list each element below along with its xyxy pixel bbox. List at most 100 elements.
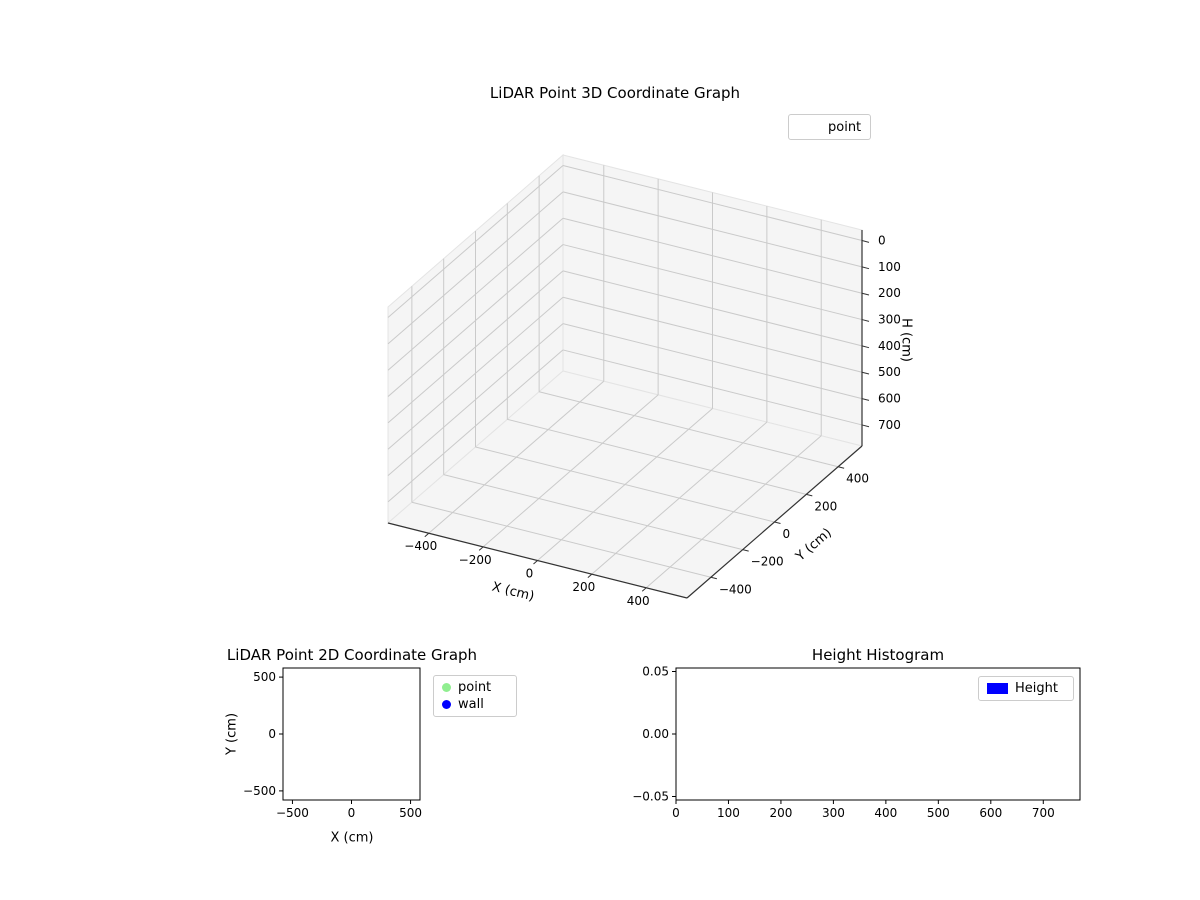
histogram-title: Height Histogram [811, 646, 945, 664]
grid-line [387, 244, 564, 397]
tick-label: 500 [927, 806, 950, 820]
grid-line [562, 165, 863, 242]
histogram-legend: Height [978, 676, 1074, 701]
tick-mark [861, 371, 870, 375]
tick-label: 0 [268, 727, 276, 741]
tick-label: 0 [878, 234, 886, 248]
tick-mark [774, 521, 781, 524]
tick-label: 200 [814, 499, 837, 513]
tick-label: 0.00 [642, 727, 669, 741]
grid-line [562, 217, 863, 294]
legend-label: point [458, 680, 492, 695]
tick-label: 0 [348, 806, 356, 820]
tick-label: 0 [526, 567, 534, 581]
tick-mark [861, 266, 870, 270]
tick-label: 400 [627, 594, 650, 608]
tick-mark [861, 398, 870, 401]
tick-label: −200 [459, 553, 492, 567]
tick-label: 500 [878, 365, 901, 379]
tick-label: 500 [399, 806, 422, 820]
tick-label: 200 [769, 806, 792, 820]
3d-h-axis-label: H (cm) [898, 318, 914, 362]
tick-label: −200 [751, 555, 784, 569]
tick-label: 100 [878, 260, 901, 274]
grid-line [562, 191, 863, 268]
tick-label: 400 [878, 339, 901, 353]
grid-line [562, 244, 863, 321]
3d-plot-title: LiDAR Point 3D Coordinate Graph [489, 84, 741, 102]
legend-entry: wall [442, 696, 508, 713]
grid-line [387, 191, 564, 345]
grid-line [539, 391, 839, 468]
grid-line [387, 217, 564, 371]
tick-mark [861, 319, 870, 322]
tick-label: 200 [878, 286, 901, 300]
tick-mark [424, 532, 430, 538]
tick-label: −400 [404, 539, 437, 553]
tick-mark [710, 576, 717, 580]
tick-label: −500 [243, 784, 276, 798]
2d-plot-title: LiDAR Point 2D Coordinate Graph [226, 646, 478, 664]
legend-patch-icon [987, 683, 1008, 694]
legend-dot-icon [442, 700, 451, 709]
tick-label: 700 [878, 418, 901, 432]
plot-frame [282, 667, 421, 801]
tick-label: 600 [878, 392, 901, 406]
tick-mark [742, 549, 749, 552]
tick-label: 100 [717, 806, 740, 820]
legend-entry: point [797, 118, 862, 136]
2d-axes: −500 0 500 −500 0 500 [243, 667, 422, 820]
grid-line [562, 270, 863, 347]
grid-line [387, 296, 564, 450]
tick-mark [587, 573, 593, 579]
grid-line [387, 165, 564, 318]
tick-label: −400 [719, 582, 752, 596]
grid-line [411, 501, 711, 578]
grid-line [562, 349, 863, 426]
legend-label: point [828, 119, 862, 135]
tick-label: 0 [672, 806, 680, 820]
tick-mark [838, 466, 845, 469]
legend-entry: Height [987, 680, 1065, 697]
grid-line [387, 349, 564, 503]
2d-legend: point wall [433, 675, 517, 717]
grid-line [387, 323, 564, 476]
grid-line [387, 270, 564, 424]
2d-x-axis-label: X (cm) [330, 830, 374, 846]
tick-mark [861, 292, 870, 296]
tick-label: 500 [253, 670, 276, 684]
tick-label: 600 [979, 806, 1002, 820]
tick-mark [861, 424, 870, 428]
tick-mark [533, 560, 538, 565]
tick-label: 400 [846, 472, 869, 486]
tick-label: 0.05 [642, 665, 669, 679]
tick-mark [806, 493, 813, 497]
tick-label: 700 [1032, 806, 1055, 820]
grid-line [475, 446, 775, 523]
tick-mark [641, 587, 647, 592]
tick-mark [861, 240, 870, 243]
tick-mark [478, 546, 484, 551]
tick-label: 400 [874, 806, 897, 820]
2d-y-axis-label: Y (cm) [224, 712, 240, 756]
legend-dot-icon [442, 683, 451, 692]
legend-entry: point [442, 679, 508, 696]
tick-label: 200 [572, 580, 595, 594]
legend-label: wall [458, 697, 484, 712]
grid-line [562, 296, 863, 373]
tick-label: 300 [878, 313, 901, 327]
legend-blank-marker [797, 123, 821, 132]
3d-axes: −400 −200 0 200 400 −400 −200 0 200 400 0 100 200 300… [386, 153, 901, 608]
3d-legend: point [788, 114, 871, 140]
tick-label: 0 [783, 527, 791, 541]
grid-line [507, 418, 807, 495]
tick-label: 300 [822, 806, 845, 820]
tick-mark [861, 345, 870, 349]
tick-label: −500 [276, 806, 309, 820]
tick-label: −0.05 [632, 790, 669, 804]
grid-line [443, 474, 743, 551]
grid-line [562, 323, 863, 400]
legend-label: Height [1015, 681, 1058, 696]
